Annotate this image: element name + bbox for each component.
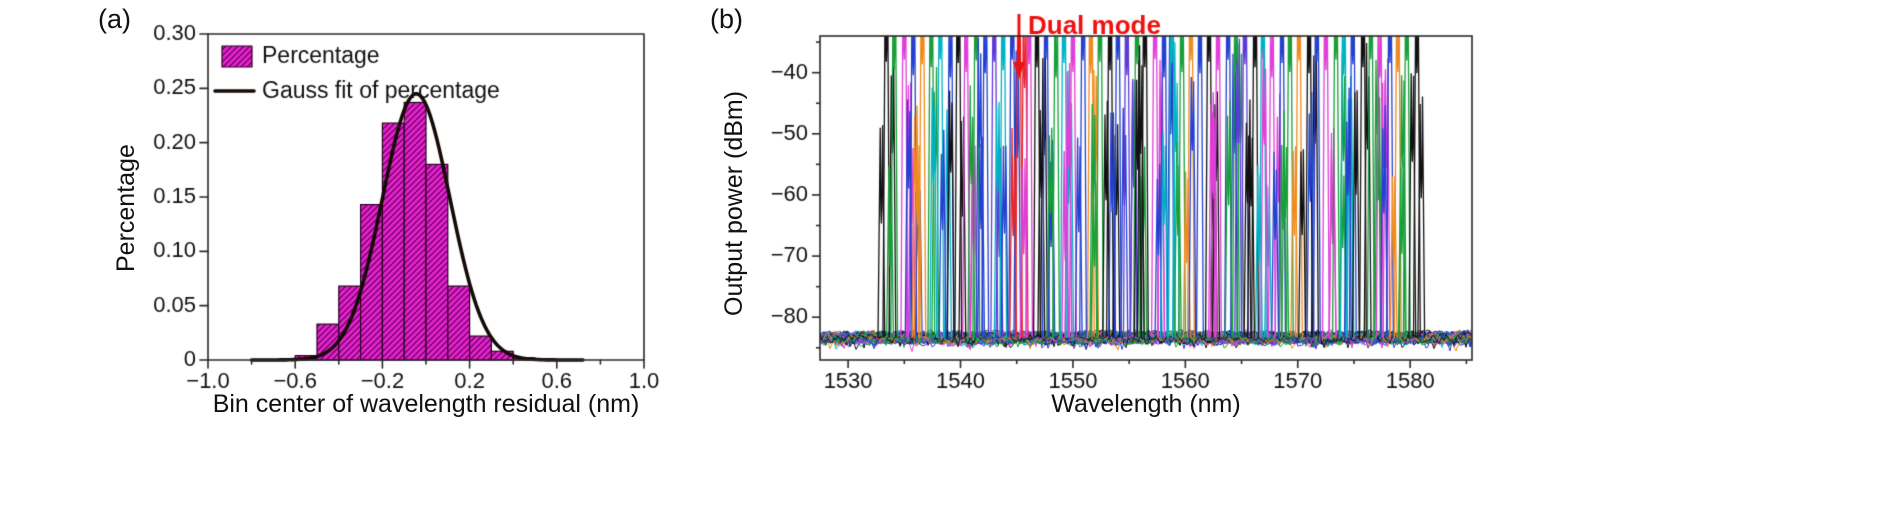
spectra-chart-canvas xyxy=(700,4,1530,390)
spectra-x-axis-title: Wavelength (nm) xyxy=(1051,390,1241,418)
spectra-y-axis-title: Output power (dBm) xyxy=(720,90,748,316)
histogram-chart-canvas xyxy=(88,4,708,390)
panel-b-letter: (b) xyxy=(710,4,743,34)
panel-b-spectra: (b) Output power (dBm) Wavelength (nm) xyxy=(700,4,1530,514)
histogram-x-axis-title: Bin center of wavelength residual (nm) xyxy=(212,390,640,418)
panel-a-letter: (a) xyxy=(98,4,131,34)
histogram-y-axis-title: Percentage xyxy=(112,144,140,272)
panel-a-histogram: (a) Percentage Bin center of wavelength … xyxy=(88,4,708,514)
